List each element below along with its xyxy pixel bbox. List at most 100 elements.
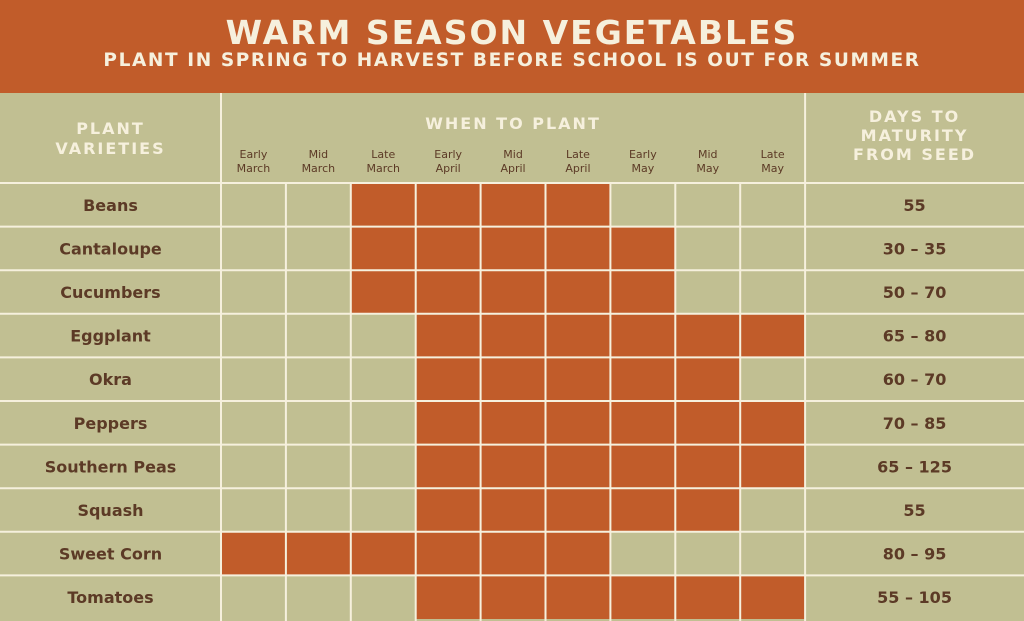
period-label: Mid xyxy=(309,148,329,161)
days-to-maturity-value: 55 – 105 xyxy=(877,588,952,607)
planting-cell xyxy=(610,575,676,619)
header-days-to-maturity: DAYS TO xyxy=(869,107,960,126)
period-label: May xyxy=(631,162,654,175)
planting-cell xyxy=(480,531,546,576)
days-to-maturity-value: 55 xyxy=(903,501,925,520)
planting-cell xyxy=(480,444,546,489)
header-days-to-maturity: MATURITY xyxy=(861,126,969,145)
planting-cell xyxy=(415,313,481,358)
planting-cell xyxy=(480,226,546,271)
chart-title: WARM SEASON VEGETABLES xyxy=(225,13,799,52)
period-label: April xyxy=(565,162,590,175)
planting-cell xyxy=(415,226,481,271)
planting-cell xyxy=(545,401,611,445)
days-to-maturity-value: 30 – 35 xyxy=(883,239,947,258)
planting-cell xyxy=(480,270,546,314)
period-label: May xyxy=(696,162,719,175)
planting-cell xyxy=(480,183,546,227)
planting-cell xyxy=(610,270,676,314)
period-label: Early xyxy=(629,148,657,161)
period-label: Early xyxy=(434,148,462,161)
planting-cell xyxy=(221,531,286,576)
days-to-maturity-value: 70 – 85 xyxy=(883,414,947,433)
planting-cell xyxy=(545,183,611,227)
planting-cell xyxy=(415,183,481,227)
planting-cell xyxy=(415,401,481,445)
days-to-maturity-value: 65 – 80 xyxy=(883,327,947,346)
period-label: Late xyxy=(761,148,785,161)
period-label: March xyxy=(302,162,336,175)
planting-cell xyxy=(415,531,481,576)
row-label-cantaloupe: Cantaloupe xyxy=(59,239,162,258)
row-label-squash: Squash xyxy=(77,501,143,520)
row-label-southern-peas: Southern Peas xyxy=(45,457,177,476)
planting-cell xyxy=(610,488,676,532)
planting-cell xyxy=(415,575,481,619)
days-to-maturity-value: 60 – 70 xyxy=(883,370,947,389)
period-label: March xyxy=(366,162,400,175)
row-label-cucumbers: Cucumbers xyxy=(60,283,160,302)
planting-cell xyxy=(675,313,741,358)
period-label: Early xyxy=(240,148,268,161)
planting-cell xyxy=(545,357,611,401)
days-to-maturity-value: 80 – 95 xyxy=(883,545,947,564)
planting-cell xyxy=(610,313,676,358)
planting-cell xyxy=(415,488,481,532)
days-to-maturity-value: 55 xyxy=(903,196,925,215)
planting-cell xyxy=(350,226,416,271)
planting-cell xyxy=(675,401,741,445)
planting-cell xyxy=(415,444,481,489)
planting-cell xyxy=(480,357,546,401)
planting-cell xyxy=(545,444,611,489)
planting-cell xyxy=(675,488,741,532)
period-label: Late xyxy=(566,148,590,161)
planting-cell xyxy=(610,401,676,445)
period-label: May xyxy=(761,162,784,175)
days-to-maturity-value: 65 – 125 xyxy=(877,457,952,476)
planting-cell xyxy=(480,313,546,358)
planting-cell xyxy=(675,444,741,489)
row-label-sweet-corn: Sweet Corn xyxy=(59,545,162,564)
planting-cell xyxy=(415,357,481,401)
planting-cell xyxy=(480,488,546,532)
planting-cell xyxy=(415,270,481,314)
planting-cell xyxy=(350,531,416,576)
planting-cell xyxy=(545,488,611,532)
row-label-okra: Okra xyxy=(89,370,132,389)
planting-cell xyxy=(480,575,546,619)
planting-cell xyxy=(545,575,611,619)
row-label-tomatoes: Tomatoes xyxy=(67,588,153,607)
planting-cell xyxy=(545,313,611,358)
planting-cell xyxy=(545,270,611,314)
planting-cell xyxy=(740,575,806,619)
header-plant-varieties: VARIETIES xyxy=(55,139,165,158)
planting-cell xyxy=(350,183,416,227)
title-banner: WARM SEASON VEGETABLES PLANT IN SPRING T… xyxy=(0,0,1024,93)
chart-subtitle: PLANT IN SPRING TO HARVEST BEFORE SCHOOL… xyxy=(103,50,921,71)
header-days-to-maturity: FROM SEED xyxy=(853,145,976,164)
period-label: April xyxy=(436,162,461,175)
planting-cell xyxy=(675,357,741,401)
header-when-to-plant: WHEN TO PLANT xyxy=(425,114,601,133)
planting-cell xyxy=(740,313,806,358)
planting-cell xyxy=(610,357,676,401)
planting-cell xyxy=(545,226,611,271)
period-label: April xyxy=(500,162,525,175)
planting-cell xyxy=(610,226,676,271)
planting-cell xyxy=(675,575,741,619)
days-to-maturity-value: 50 – 70 xyxy=(883,283,947,302)
planting-cell xyxy=(350,270,416,314)
period-label: Late xyxy=(371,148,395,161)
row-label-beans: Beans xyxy=(83,196,138,215)
row-label-eggplant: Eggplant xyxy=(70,327,151,346)
planting-cell xyxy=(285,531,351,576)
header-plant-varieties: PLANT xyxy=(76,119,145,138)
period-label: Mid xyxy=(503,148,523,161)
period-label: March xyxy=(237,162,271,175)
planting-cell xyxy=(480,401,546,445)
row-label-peppers: Peppers xyxy=(74,414,148,433)
planting-cell xyxy=(545,531,611,576)
period-label: Mid xyxy=(698,148,718,161)
